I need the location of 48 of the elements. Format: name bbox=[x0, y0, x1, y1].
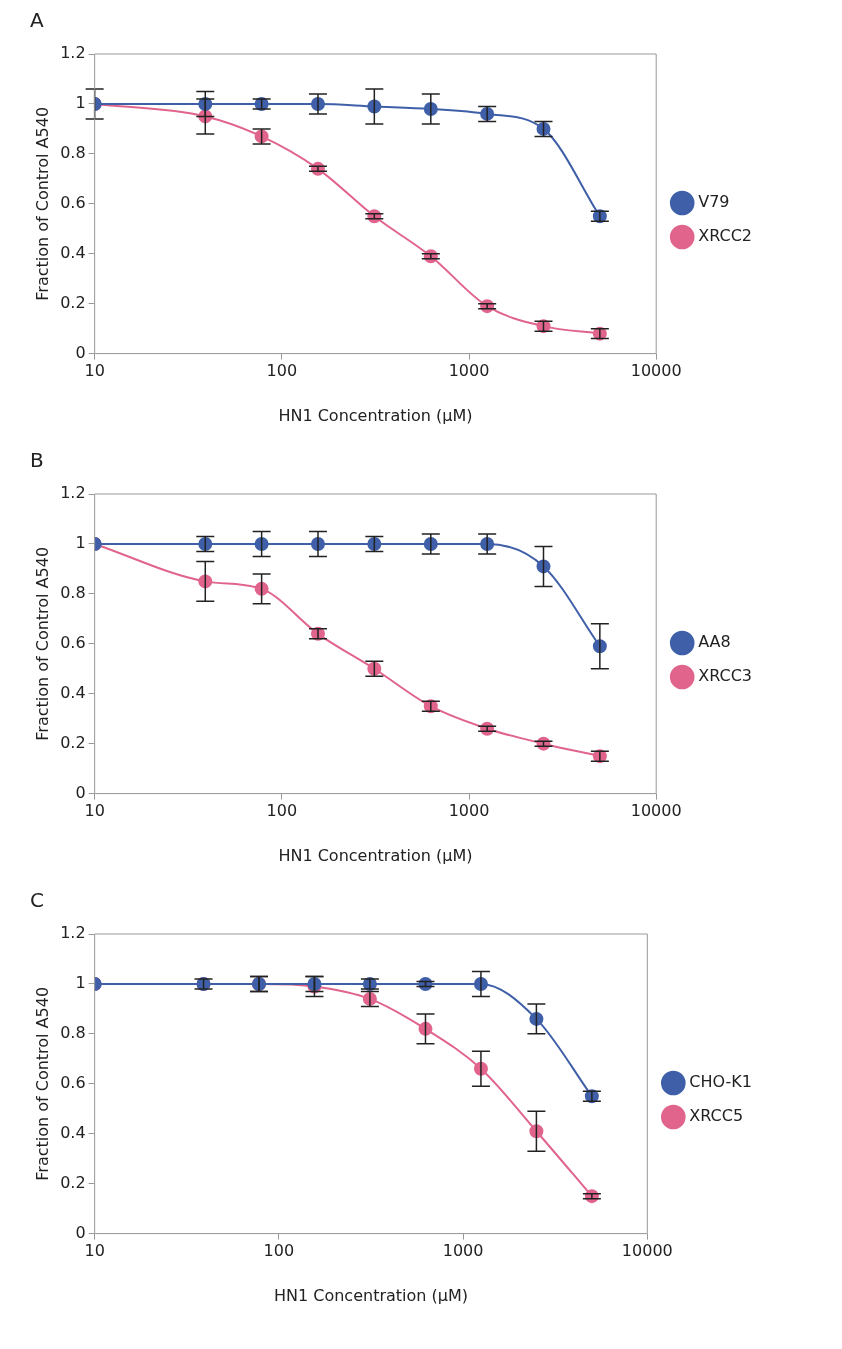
y-tick-label: 0.2 bbox=[60, 1172, 86, 1192]
x-tick-label: 100 bbox=[263, 1241, 295, 1261]
x-tick-label: 1000 bbox=[448, 361, 490, 381]
y-tick-label: 1.2 bbox=[60, 43, 86, 63]
x-tick-label: 10 bbox=[84, 801, 105, 821]
legend-label: XRCC2 bbox=[698, 226, 753, 246]
y-tick-label: 1 bbox=[75, 973, 86, 993]
y-tick-label: 0.8 bbox=[60, 583, 86, 603]
x-tick-label: 1000 bbox=[442, 1241, 484, 1261]
y-tick-label: 0.4 bbox=[60, 242, 86, 262]
chart-title: C bbox=[30, 888, 44, 913]
x-tick-label: 1000 bbox=[448, 801, 490, 821]
y-tick-label: 1.2 bbox=[60, 483, 86, 503]
y-tick-label: 0 bbox=[75, 782, 86, 802]
y-tick-label: 0.2 bbox=[60, 732, 86, 752]
y-tick-label: 1 bbox=[75, 533, 86, 553]
y-tick-label: 0.8 bbox=[60, 143, 86, 163]
x-axis-title: HN1 Concentration (µM) bbox=[273, 1285, 468, 1305]
x-tick-label: 10 bbox=[84, 361, 105, 381]
y-axis-title: Fraction of Control A540 bbox=[32, 986, 52, 1181]
y-tick-label: 0.4 bbox=[60, 1122, 86, 1142]
legend-label: CHO-K1 bbox=[689, 1072, 752, 1092]
y-tick-label: 0.6 bbox=[60, 1072, 86, 1092]
y-tick-label: 0.8 bbox=[60, 1023, 86, 1043]
x-tick-label: 10 bbox=[84, 1241, 105, 1261]
y-tick-label: 0.2 bbox=[60, 292, 86, 312]
x-axis-title: HN1 Concentration (µM) bbox=[278, 845, 473, 865]
x-axis-title: HN1 Concentration (µM) bbox=[278, 405, 473, 425]
x-tick-label: 10000 bbox=[630, 361, 682, 381]
y-axis-title: Fraction of Control A540 bbox=[32, 546, 52, 741]
legend-label: V79 bbox=[698, 192, 730, 212]
legend-label: XRCC5 bbox=[689, 1106, 744, 1126]
chart-title: B bbox=[30, 448, 44, 473]
legend-label: XRCC3 bbox=[698, 666, 753, 686]
y-tick-label: 0.6 bbox=[60, 192, 86, 212]
legend-label: AA8 bbox=[698, 632, 731, 652]
y-tick-label: 1 bbox=[75, 93, 86, 113]
y-tick-label: 0.6 bbox=[60, 632, 86, 652]
x-tick-label: 10000 bbox=[621, 1241, 673, 1261]
y-tick-label: 0.4 bbox=[60, 682, 86, 702]
x-tick-label: 10000 bbox=[630, 801, 682, 821]
chart-title: A bbox=[30, 8, 44, 33]
x-tick-label: 100 bbox=[266, 801, 298, 821]
x-tick-label: 100 bbox=[266, 361, 298, 381]
y-axis-title: Fraction of Control A540 bbox=[32, 106, 52, 301]
y-tick-label: 1.2 bbox=[60, 923, 86, 943]
y-tick-label: 0 bbox=[75, 1222, 86, 1242]
y-tick-label: 0 bbox=[75, 342, 86, 362]
